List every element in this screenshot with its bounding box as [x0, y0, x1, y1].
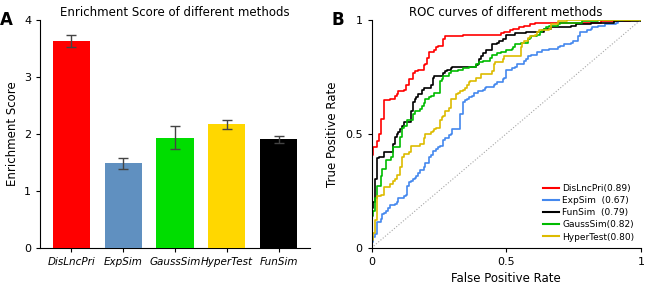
Bar: [53, 41, 90, 248]
X-axis label: False Positive Rate: False Positive Rate: [451, 272, 561, 285]
Legend: DisLncPri(0.89), ExpSim  (0.67), FunSim  (0.79), GaussSim(0.82), HyperTest(0.80): DisLncPri(0.89), ExpSim (0.67), FunSim (…: [541, 182, 636, 243]
Y-axis label: True Positive Rate: True Positive Rate: [326, 81, 339, 187]
Text: A: A: [0, 10, 13, 29]
Title: Enrichment Score of different methods: Enrichment Score of different methods: [60, 6, 290, 19]
Bar: [105, 164, 142, 248]
Bar: [156, 138, 194, 248]
Text: B: B: [331, 10, 344, 29]
Bar: [260, 139, 297, 248]
Y-axis label: Enrichment Score: Enrichment Score: [6, 81, 19, 186]
Bar: [208, 124, 246, 248]
Title: ROC curves of different methods: ROC curves of different methods: [410, 6, 603, 19]
